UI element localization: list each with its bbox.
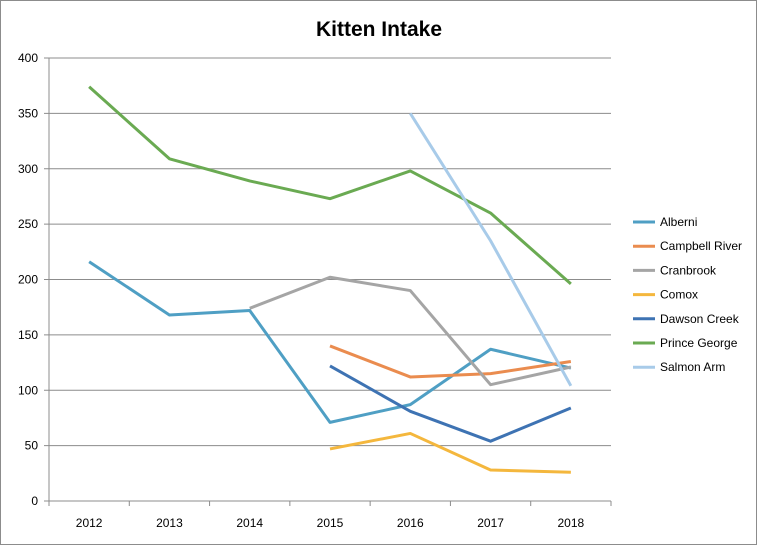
legend-item-dawson-creek: Dawson Creek: [633, 312, 740, 326]
legend-item-prince-george: Prince George: [633, 336, 738, 350]
y-tick-label: 50: [25, 439, 39, 453]
legend-item-cranbrook: Cranbrook: [633, 263, 717, 277]
y-tick-label: 400: [18, 51, 38, 65]
x-tick-label: 2012: [76, 516, 103, 530]
legend-label: Campbell River: [660, 239, 742, 253]
y-tick-label: 300: [18, 162, 38, 176]
x-tick-label: 2014: [236, 516, 263, 530]
x-tick-label: 2017: [477, 516, 504, 530]
series-lines: [88, 85, 573, 474]
legend-item-campbell-river: Campbell River: [633, 239, 742, 253]
gridlines: [49, 57, 611, 447]
legend-label: Cranbrook: [660, 263, 717, 277]
axes: 0 50 100 150 200 250 300 350 400 2012 2013 2014 2015…: [18, 51, 612, 530]
legend-label: Prince George: [660, 336, 738, 350]
y-tick-label: 0: [31, 494, 38, 508]
series-line-alberni: [88, 260, 572, 424]
series-line-comox: [329, 431, 571, 474]
legend-label: Alberni: [660, 215, 697, 229]
series-line-salmon-arm: [409, 112, 573, 387]
y-tick-label: 250: [18, 217, 38, 231]
x-tick-label: 2015: [317, 516, 344, 530]
y-tick-label: 150: [18, 328, 38, 342]
legend-item-comox: Comox: [633, 288, 698, 302]
y-tick-label: 350: [18, 106, 38, 120]
legend-label: Dawson Creek: [660, 312, 740, 326]
y-tick-label: 100: [18, 383, 38, 397]
series-line-campbell-river: [329, 344, 572, 379]
y-tick-label: 200: [18, 273, 38, 287]
legend-label: Comox: [660, 288, 698, 302]
series-line-prince-george: [88, 85, 572, 286]
legend: Alberni Campbell River Cranbrook Comox Dawso…: [633, 215, 742, 374]
series-line-dawson-creek: [329, 364, 572, 443]
chart-title: Kitten Intake: [316, 18, 442, 41]
x-tick-label: 2016: [397, 516, 424, 530]
legend-item-alberni: Alberni: [633, 215, 697, 229]
legend-item-salmon-arm: Salmon Arm: [633, 360, 725, 374]
x-tick-label: 2018: [558, 516, 585, 530]
legend-label: Salmon Arm: [660, 360, 725, 374]
x-tick-label: 2013: [156, 516, 183, 530]
series-line-cranbrook: [249, 275, 572, 387]
